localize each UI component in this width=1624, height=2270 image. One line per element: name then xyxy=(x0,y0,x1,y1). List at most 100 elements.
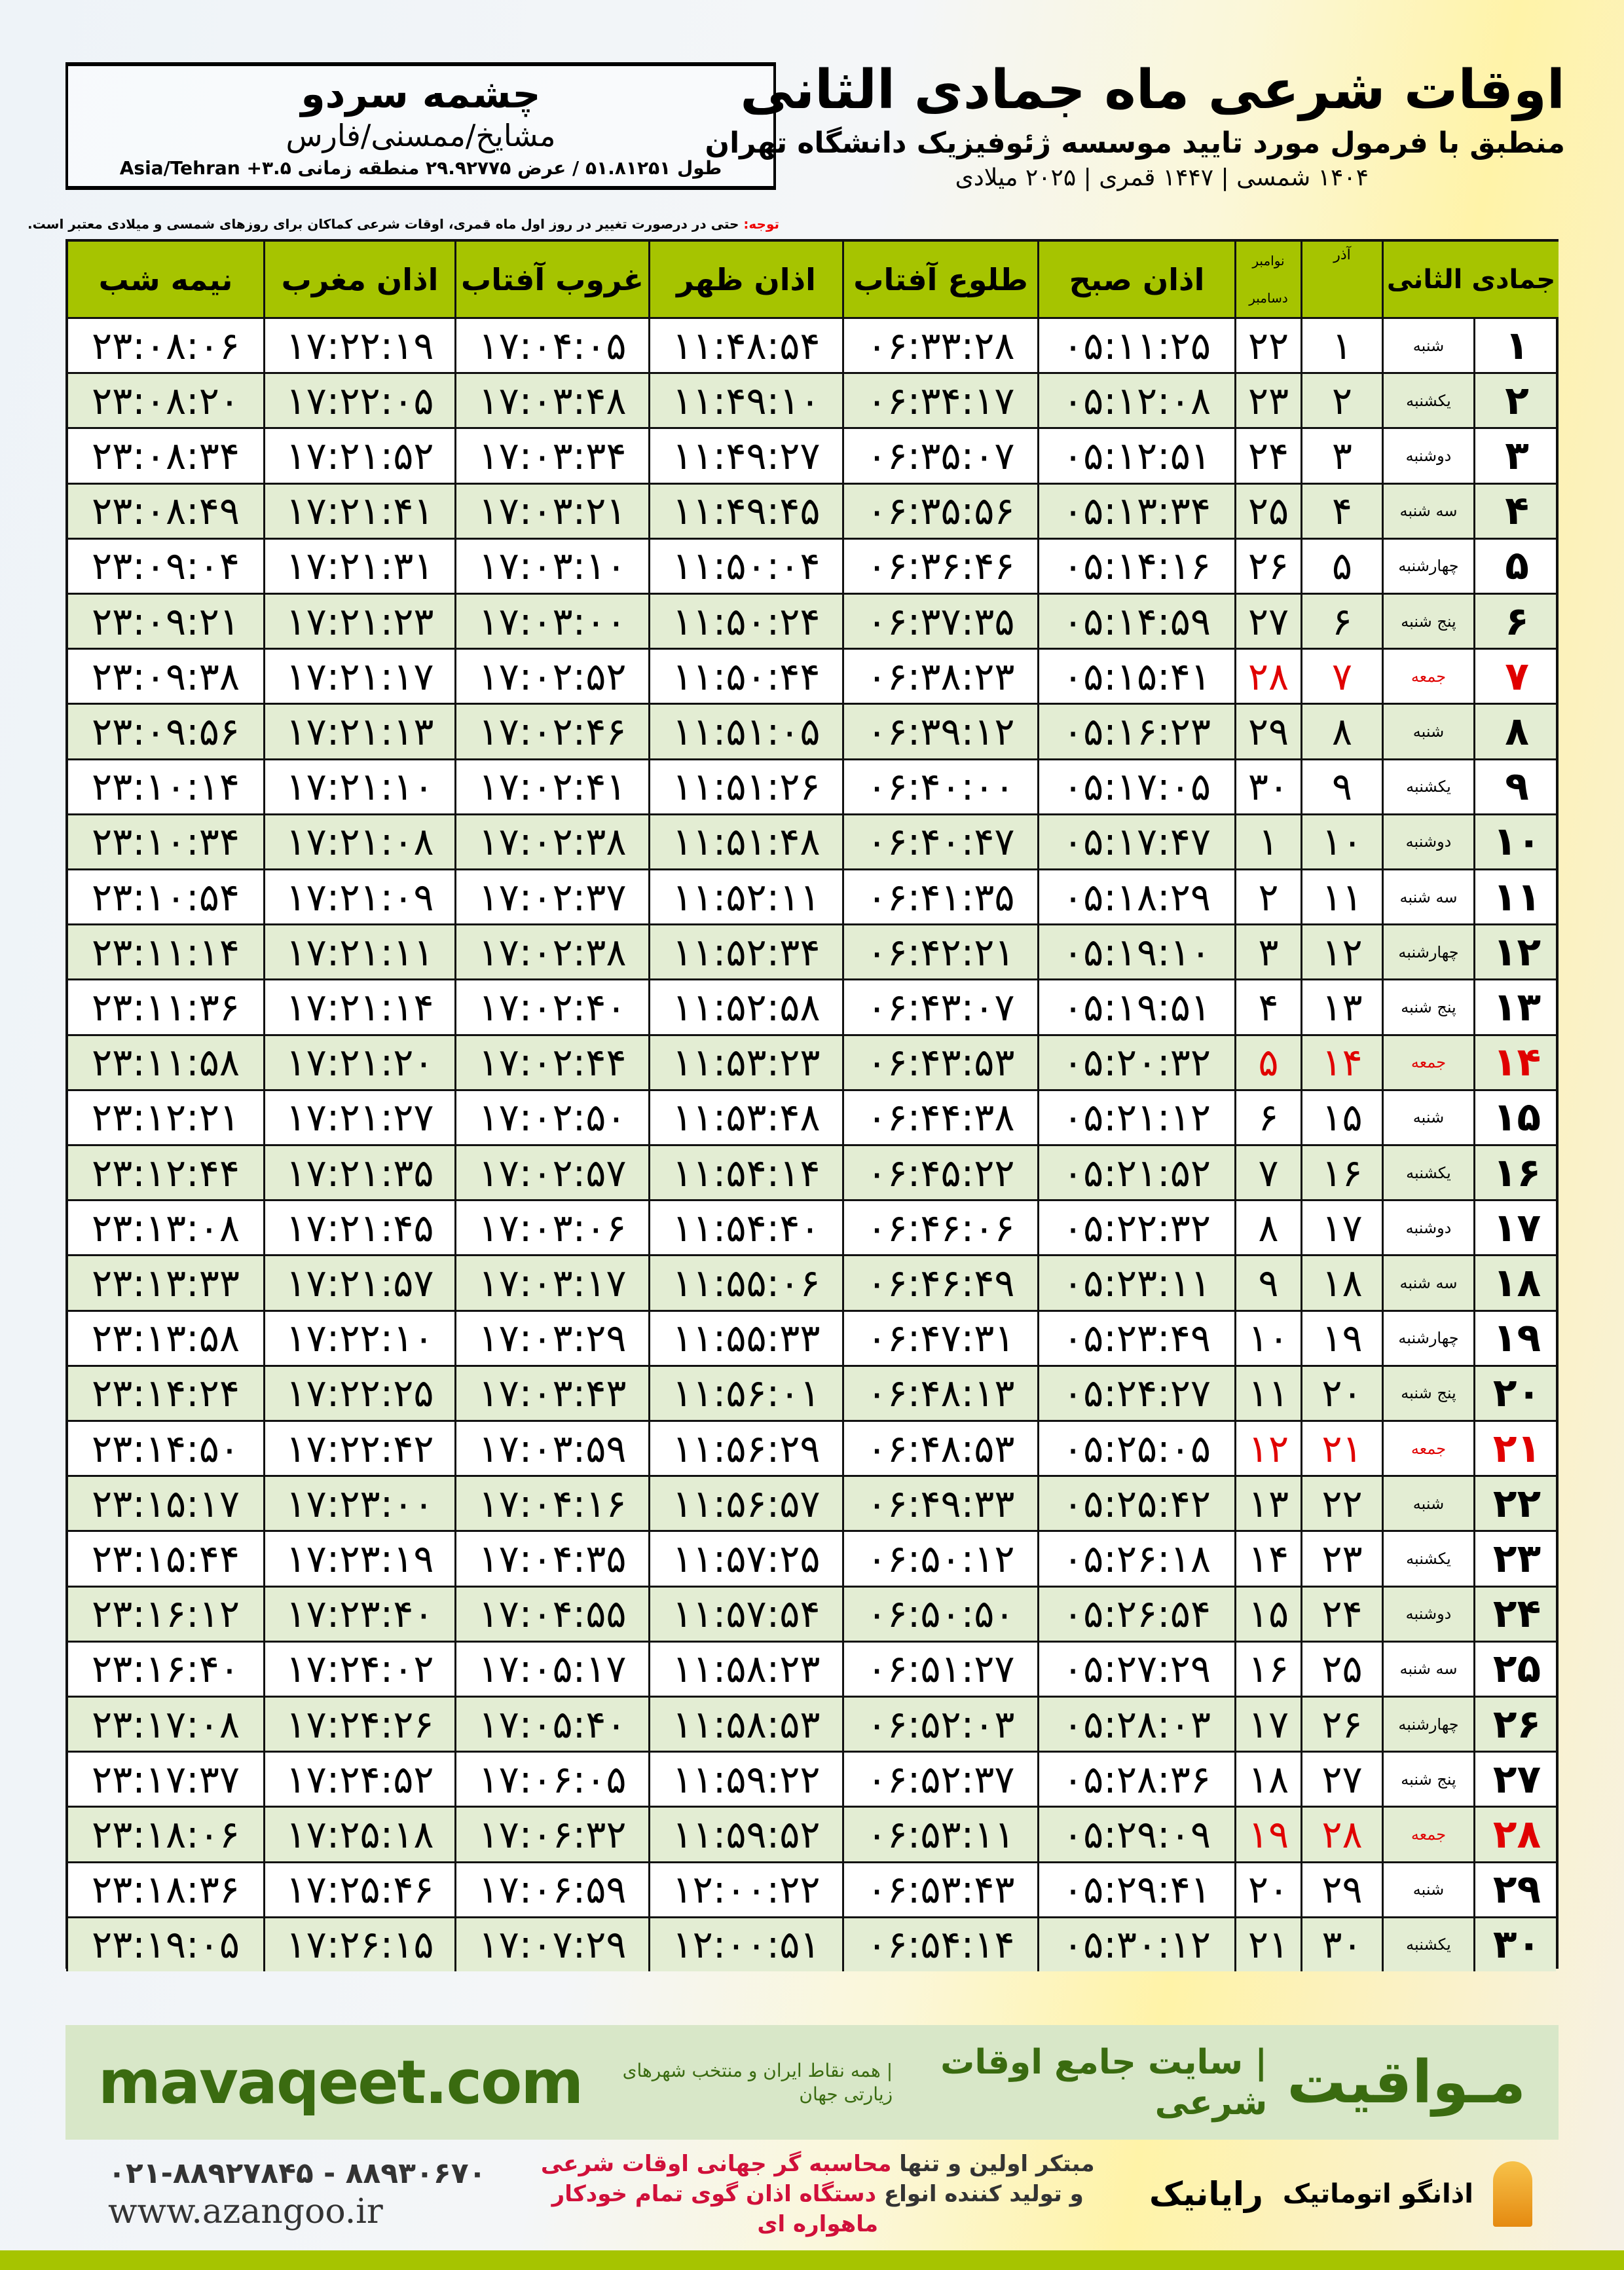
cell-gregorian: ۲۴ xyxy=(1234,429,1301,483)
cell-azar: ۲۶ xyxy=(1301,1698,1382,1751)
cell-weekday: چهارشنبه xyxy=(1382,925,1473,979)
website-link[interactable]: www.azangoo.ir xyxy=(108,2192,383,2231)
cell-ghoroob: ۱۷:۰۴:۰۵ xyxy=(454,319,648,373)
cell-weekday: جمعه xyxy=(1382,1035,1473,1089)
table-row: ۲۳:۱۷:۰۸ ۱۷:۲۴:۲۶ ۱۷:۰۵:۴۰ ۱۱:۵۸:۵۳ ۰۶:۵۲:۰۳… xyxy=(66,1696,1556,1751)
cell-maghrib: ۱۷:۲۱:۰۸ xyxy=(263,815,454,868)
cell-zohr: ۱۱:۵۳:۲۳ xyxy=(648,1035,842,1089)
cell-ghoroob: ۱۷:۰۵:۱۷ xyxy=(454,1642,648,1696)
cell-weekday: سه شنبه xyxy=(1382,870,1473,924)
header-december: دسامبر xyxy=(1249,290,1288,307)
cell-nimeh: ۲۳:۱۸:۰۶ xyxy=(66,1808,263,1861)
cell-tolu: ۰۶:۳۶:۴۶ xyxy=(842,539,1037,593)
cell-ghoroob: ۱۷:۰۴:۱۶ xyxy=(454,1477,648,1531)
cell-ghoroob: ۱۷:۰۳:۴۸ xyxy=(454,374,648,428)
cell-weekday: سه شنبه xyxy=(1382,1642,1473,1696)
cell-azar: ۲۴ xyxy=(1301,1587,1382,1641)
cell-azar: ۱۶ xyxy=(1301,1146,1382,1200)
cell-day: ۲۵ xyxy=(1473,1642,1559,1696)
cell-gregorian: ۱۴ xyxy=(1234,1532,1301,1586)
cell-maghrib: ۱۷:۲۱:۲۷ xyxy=(263,1090,454,1144)
cell-nimeh: ۲۳:۰۹:۳۸ xyxy=(66,650,263,703)
year-dates: ۱۴۰۴ شمسی | ۱۴۴۷ قمری | ۲۰۲۵ میلادی xyxy=(955,164,1369,191)
brand-logo: مـواقیت xyxy=(1287,2048,1526,2117)
cell-ghoroob: ۱۷:۰۳:۰۶ xyxy=(454,1201,648,1255)
cell-gregorian: ۳ xyxy=(1234,925,1301,979)
cell-weekday: دوشنبه xyxy=(1382,1201,1473,1255)
cell-zohr: ۱۱:۵۷:۲۵ xyxy=(648,1532,842,1586)
cell-ghoroob: ۱۷:۰۴:۳۵ xyxy=(454,1532,648,1586)
cell-tolu: ۰۶:۳۵:۵۶ xyxy=(842,484,1037,538)
header-nimeh: نیمه شب xyxy=(66,242,263,317)
cell-sobh: ۰۵:۲۸:۳۶ xyxy=(1037,1753,1234,1806)
footer: ۰۲۱-۸۸۹۲۷۸۴۵ - ۸۸۹۳۰۶۷۰ www.azangoo.ir م… xyxy=(65,2148,1559,2240)
table-row: ۲۳:۰۸:۲۰ ۱۷:۲۲:۰۵ ۱۷:۰۳:۴۸ ۱۱:۴۹:۱۰ ۰۶:۳۴:۱۷… xyxy=(66,372,1556,428)
logos: رایانیک اذانگو اتوماتیک xyxy=(1149,2161,1532,2227)
cell-sobh: ۰۵:۲۹:۴۱ xyxy=(1037,1863,1234,1916)
cell-ghoroob: ۱۷:۰۲:۵۲ xyxy=(454,650,648,703)
cell-zohr: ۱۱:۵۵:۰۶ xyxy=(648,1256,842,1310)
cell-azar: ۲۳ xyxy=(1301,1532,1382,1586)
cell-tolu: ۰۶:۴۰:۴۷ xyxy=(842,815,1037,868)
cell-azar: ۱۳ xyxy=(1301,980,1382,1034)
cell-azar: ۲۸ xyxy=(1301,1808,1382,1861)
cell-gregorian: ۱۰ xyxy=(1234,1311,1301,1365)
cell-maghrib: ۱۷:۲۳:۱۹ xyxy=(263,1532,454,1586)
cell-maghrib: ۱۷:۲۳:۰۰ xyxy=(263,1477,454,1531)
table-row: ۲۳:۱۳:۰۸ ۱۷:۲۱:۴۵ ۱۷:۰۳:۰۶ ۱۱:۵۴:۴۰ ۰۶:۴۶:۰۶… xyxy=(66,1199,1556,1255)
table-row: ۲۳:۱۳:۵۸ ۱۷:۲۲:۱۰ ۱۷:۰۳:۲۹ ۱۱:۵۵:۳۳ ۰۶:۴۷:۳۱… xyxy=(66,1309,1559,1365)
table-row: ۲۳:۱۰:۵۴ ۱۷:۲۱:۰۹ ۱۷:۰۲:۳۷ ۱۱:۵۲:۱۱ ۰۶:۴۱:۳۵… xyxy=(66,868,1556,924)
cell-maghrib: ۱۷:۲۲:۱۰ xyxy=(263,1311,454,1365)
cell-sobh: ۰۵:۱۵:۴۱ xyxy=(1037,650,1234,703)
table-row: ۲۳:۱۲:۲۱ ۱۷:۲۱:۲۷ ۱۷:۰۲:۵۰ ۱۱:۵۳:۴۸ ۰۶:۴۴:۳۸… xyxy=(66,1088,1556,1144)
cell-gregorian: ۱۶ xyxy=(1234,1642,1301,1696)
cell-maghrib: ۱۷:۲۴:۵۲ xyxy=(263,1753,454,1806)
cell-nimeh: ۲۳:۰۸:۴۹ xyxy=(66,484,263,538)
cell-ghoroob: ۱۷:۰۲:۳۸ xyxy=(454,815,648,868)
cell-azar: ۴ xyxy=(1301,484,1382,538)
prayer-times-table: نیمه شب اذان مغرب غروب آفتاب اذان ظهر طل… xyxy=(65,239,1559,1971)
cell-nimeh: ۲۳:۰۸:۲۰ xyxy=(66,374,263,428)
table-row: ۲۳:۱۷:۳۷ ۱۷:۲۴:۵۲ ۱۷:۰۶:۰۵ ۱۱:۵۹:۲۲ ۰۶:۵۲:۳۷… xyxy=(66,1751,1556,1806)
cell-gregorian: ۱۷ xyxy=(1234,1698,1301,1751)
table-row: ۲۳:۰۹:۵۶ ۱۷:۲۱:۱۳ ۱۷:۰۲:۴۶ ۱۱:۵۱:۰۵ ۰۶:۳۹:۱۲… xyxy=(66,703,1556,758)
cell-nimeh: ۲۳:۱۱:۵۸ xyxy=(66,1035,263,1089)
table-row: ۲۳:۱۱:۱۴ ۱۷:۲۱:۱۱ ۱۷:۰۲:۳۸ ۱۱:۵۲:۳۴ ۰۶:۴۲:۲۱… xyxy=(66,923,1559,979)
cell-azar: ۵ xyxy=(1301,539,1382,593)
site-link[interactable]: mavaqeet.com xyxy=(98,2047,583,2117)
cell-maghrib: ۱۷:۲۱:۴۱ xyxy=(263,484,454,538)
table-row: ۲۳:۰۸:۰۶ ۱۷:۲۲:۱۹ ۱۷:۰۴:۰۵ ۱۱:۴۸:۵۴ ۰۶:۳۳:۲۸… xyxy=(66,317,1556,373)
table-row: ۲۳:۱۶:۴۰ ۱۷:۲۴:۰۲ ۱۷:۰۵:۱۷ ۱۱:۵۸:۲۳ ۰۶:۵۱:۲۷… xyxy=(66,1640,1559,1696)
cell-azar: ۱۴ xyxy=(1301,1035,1382,1089)
cell-azar: ۸ xyxy=(1301,705,1382,758)
cell-gregorian: ۱۵ xyxy=(1234,1587,1301,1641)
table-row: ۲۳:۱۵:۱۷ ۱۷:۲۳:۰۰ ۱۷:۰۴:۱۶ ۱۱:۵۶:۵۷ ۰۶:۴۹:۳۳… xyxy=(66,1475,1556,1531)
cell-zohr: ۱۱:۵۸:۲۳ xyxy=(648,1642,842,1696)
cell-day: ۱۹ xyxy=(1473,1311,1559,1365)
cell-azar: ۱۹ xyxy=(1301,1311,1382,1365)
cell-zohr: ۱۱:۴۹:۲۷ xyxy=(648,429,842,483)
cell-tolu: ۰۶:۵۰:۵۰ xyxy=(842,1587,1037,1641)
cell-zohr: ۱۲:۰۰:۲۲ xyxy=(648,1863,842,1916)
cell-weekday: شنبه xyxy=(1382,319,1473,373)
cell-nimeh: ۲۳:۱۲:۴۴ xyxy=(66,1146,263,1200)
cell-nimeh: ۲۳:۱۰:۱۴ xyxy=(66,760,263,813)
table-row: ۲۳:۱۳:۳۳ ۱۷:۲۱:۵۷ ۱۷:۰۳:۱۷ ۱۱:۵۵:۰۶ ۰۶:۴۶:۴۹… xyxy=(66,1254,1556,1310)
cell-weekday: پنج شنبه xyxy=(1382,595,1473,648)
header-tolu: طلوع آفتاب xyxy=(842,242,1037,317)
cell-sobh: ۰۵:۲۴:۲۷ xyxy=(1037,1366,1234,1420)
cell-ghoroob: ۱۷:۰۲:۴۶ xyxy=(454,705,648,758)
cell-day: ۲۰ xyxy=(1473,1366,1559,1420)
cell-gregorian: ۲ xyxy=(1234,870,1301,924)
promo2-highlight: دستگاه اذان گوی تمام خودکار ماهواره ای xyxy=(551,2181,879,2237)
cell-day: ۱۲ xyxy=(1473,925,1559,979)
cell-azar: ۲۱ xyxy=(1301,1422,1382,1476)
contact-info: ۰۲۱-۸۸۹۲۷۸۴۵ - ۸۸۹۳۰۶۷۰ www.azangoo.ir xyxy=(108,2156,486,2232)
cell-day: ۲۴ xyxy=(1473,1587,1559,1641)
cell-sobh: ۰۵:۱۶:۲۳ xyxy=(1037,705,1234,758)
cell-tolu: ۰۶:۴۸:۱۳ xyxy=(842,1366,1037,1420)
cell-tolu: ۰۶:۴۰:۰۰ xyxy=(842,760,1037,813)
cell-azar: ۷ xyxy=(1301,650,1382,703)
cell-zohr: ۱۱:۵۴:۴۰ xyxy=(648,1201,842,1255)
cell-gregorian: ۲۷ xyxy=(1234,595,1301,648)
